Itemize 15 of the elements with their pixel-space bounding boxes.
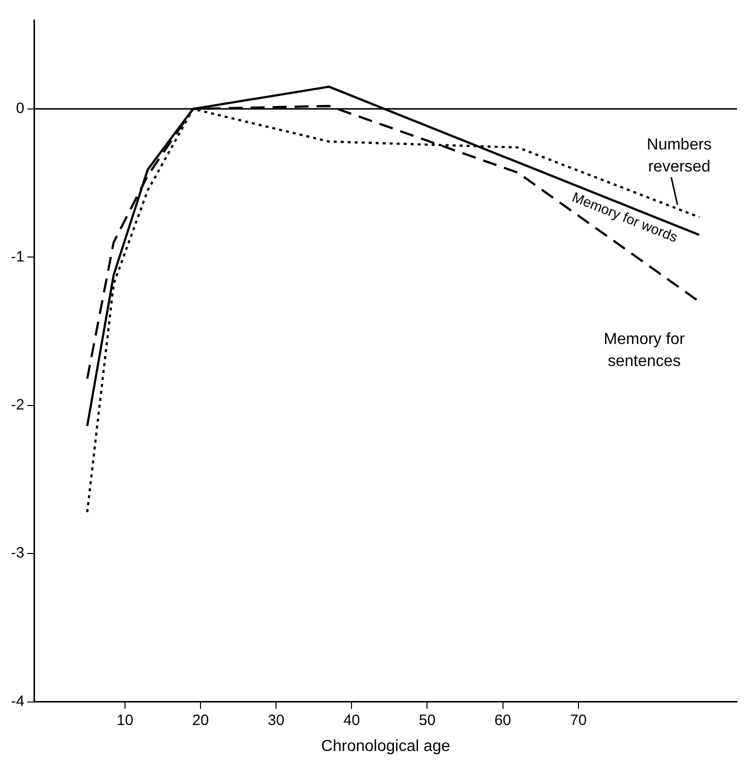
x-tick-label: 20 xyxy=(192,712,209,729)
y-tick-label: -4 xyxy=(10,692,24,710)
x-tick-label: 40 xyxy=(343,712,360,729)
y-tick-label: -1 xyxy=(10,248,24,266)
series-label: Numbers reversed xyxy=(646,136,712,176)
x-tick-label: 50 xyxy=(418,712,436,729)
x-tick-label: 30 xyxy=(268,712,284,729)
y-tick-label: 0 xyxy=(16,100,24,118)
y-tick-label: -2 xyxy=(10,396,24,414)
x-tick-label: 70 xyxy=(570,712,587,729)
y-tick-label: -3 xyxy=(10,544,24,562)
text: Memory for sentences xyxy=(604,331,686,370)
x-tick-label: 10 xyxy=(116,712,134,729)
x-tick-label: 60 xyxy=(494,712,512,729)
x-axis-title: Chronological age xyxy=(321,738,450,755)
